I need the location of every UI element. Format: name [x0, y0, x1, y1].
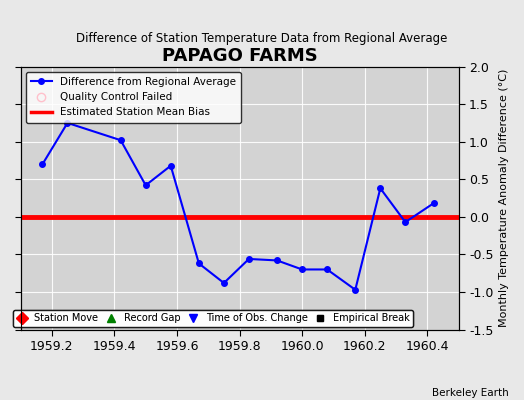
Y-axis label: Monthly Temperature Anomaly Difference (°C): Monthly Temperature Anomaly Difference (…: [499, 69, 509, 327]
Text: Berkeley Earth: Berkeley Earth: [432, 388, 508, 398]
Title: PAPAGO FARMS: PAPAGO FARMS: [162, 47, 318, 65]
Text: Difference of Station Temperature Data from Regional Average: Difference of Station Temperature Data f…: [77, 32, 447, 45]
Legend: Station Move, Record Gap, Time of Obs. Change, Empirical Break: Station Move, Record Gap, Time of Obs. C…: [13, 310, 413, 327]
